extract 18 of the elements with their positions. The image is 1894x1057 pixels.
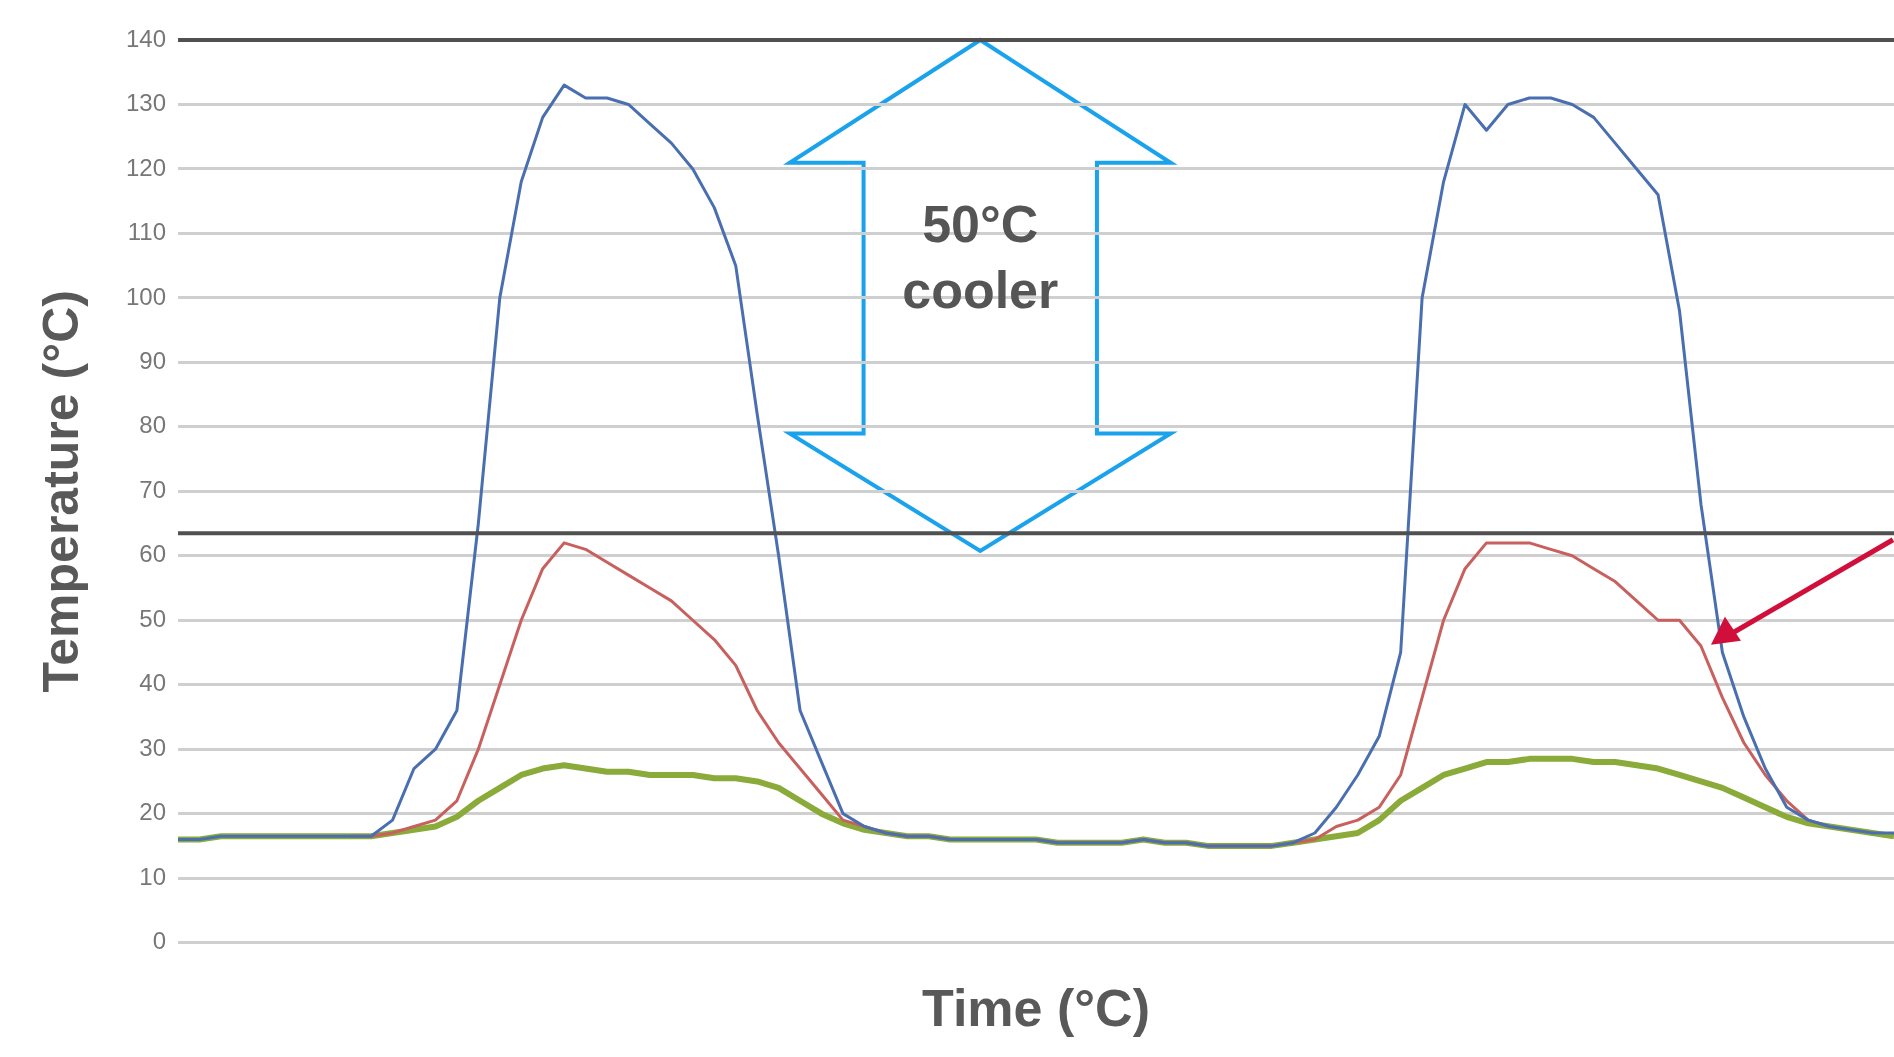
- y-tick-label: 130: [126, 89, 167, 117]
- y-tick-label: 70: [139, 475, 167, 503]
- y-tick-label: 40: [139, 669, 167, 697]
- y-tick-label: 120: [126, 153, 167, 181]
- y-tick-label: 0: [152, 927, 167, 955]
- y-axis-title: Temperature (°C): [32, 290, 89, 693]
- y-tick-label: 50: [139, 604, 167, 632]
- annotation: 50°C cooler: [902, 195, 1059, 320]
- y-tick-label: 100: [126, 282, 167, 310]
- y-tick-label: 110: [127, 218, 167, 246]
- y-tick-label: 30: [139, 733, 167, 761]
- y-tick-label: 20: [139, 798, 167, 826]
- y-tick-label: 90: [139, 346, 167, 374]
- y-tick-label: 140: [126, 24, 167, 52]
- x-axis-title: Time (°C): [922, 979, 1150, 1038]
- y-tick-label: 60: [139, 540, 167, 568]
- y-tick-label: 80: [139, 411, 167, 439]
- y-tick-label: 10: [139, 862, 167, 890]
